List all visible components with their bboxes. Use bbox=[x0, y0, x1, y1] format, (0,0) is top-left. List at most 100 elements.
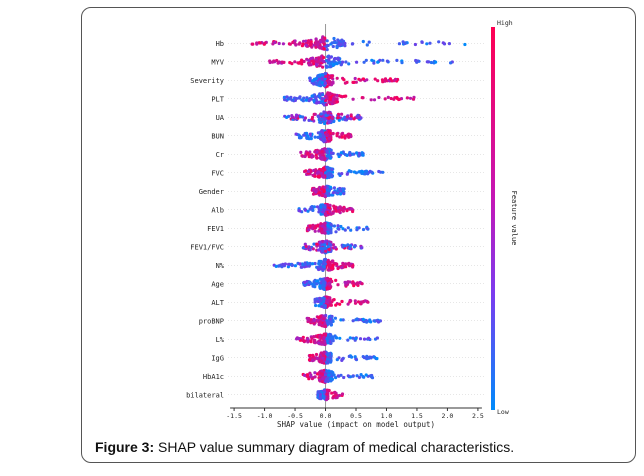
shap-point bbox=[329, 377, 333, 381]
shap-point bbox=[315, 356, 319, 360]
shap-point bbox=[328, 97, 333, 101]
shap-point bbox=[293, 60, 297, 64]
shap-point bbox=[373, 77, 377, 81]
shap-point bbox=[321, 93, 325, 97]
shap-point bbox=[343, 81, 347, 85]
shap-point bbox=[338, 188, 342, 192]
shap-point bbox=[392, 97, 396, 101]
shap-point bbox=[320, 187, 324, 191]
shap-point bbox=[321, 353, 326, 357]
shap-point bbox=[323, 324, 327, 329]
shap-point bbox=[336, 56, 340, 60]
shap-point bbox=[297, 61, 301, 65]
shap-point bbox=[308, 132, 312, 136]
shap-point bbox=[329, 151, 333, 155]
shap-point bbox=[314, 42, 318, 46]
shap-point bbox=[344, 265, 348, 269]
row-guides bbox=[228, 42, 484, 396]
shap-point bbox=[350, 42, 354, 46]
shap-point bbox=[314, 168, 318, 172]
shap-point bbox=[322, 55, 326, 60]
shap-point bbox=[312, 282, 316, 286]
shap-point bbox=[330, 174, 334, 178]
feature-label: Gender bbox=[199, 188, 224, 196]
shap-point bbox=[353, 244, 357, 248]
shap-point bbox=[307, 358, 312, 362]
shap-point bbox=[323, 185, 327, 190]
shap-point bbox=[333, 316, 337, 320]
shap-point bbox=[397, 42, 401, 46]
shap-point bbox=[304, 169, 308, 173]
shap-point bbox=[301, 99, 305, 103]
shap-point bbox=[341, 318, 345, 322]
shap-point bbox=[318, 241, 322, 245]
shap-point bbox=[327, 320, 331, 324]
shap-point bbox=[400, 61, 404, 65]
shap-point bbox=[401, 40, 405, 44]
shap-point bbox=[305, 96, 309, 100]
feature-label: bilateral bbox=[186, 391, 224, 399]
shap-point bbox=[317, 64, 321, 68]
shap-point bbox=[326, 388, 330, 392]
shap-point bbox=[304, 39, 308, 43]
shap-point bbox=[331, 63, 335, 67]
shap-point bbox=[341, 187, 345, 191]
shap-point bbox=[381, 58, 385, 62]
shap-point bbox=[323, 389, 327, 393]
shap-point bbox=[428, 41, 432, 45]
shap-point bbox=[370, 375, 374, 379]
shap-point bbox=[359, 373, 363, 377]
shap-point bbox=[364, 373, 368, 377]
shap-point bbox=[320, 130, 324, 134]
shap-point bbox=[305, 131, 309, 135]
shap-point bbox=[319, 83, 323, 87]
shap-point bbox=[335, 76, 339, 80]
shap-point bbox=[329, 303, 333, 307]
shap-point bbox=[313, 226, 317, 230]
shap-point bbox=[316, 315, 320, 319]
shap-point bbox=[353, 355, 357, 359]
shap-point bbox=[337, 227, 341, 231]
shap-point bbox=[339, 94, 343, 98]
shap-point bbox=[321, 59, 325, 64]
shap-point bbox=[357, 170, 361, 174]
shap-point bbox=[449, 61, 453, 65]
shap-point bbox=[323, 332, 328, 336]
shap-point bbox=[293, 98, 297, 102]
shap-point bbox=[361, 153, 365, 157]
shap-point bbox=[353, 299, 357, 303]
shap-point bbox=[322, 358, 326, 363]
x-axis: -1.5 -1.0 -0.5 0.0 0.5 1.0 1.5 2.0 2.5 bbox=[226, 407, 484, 420]
shap-point bbox=[367, 336, 371, 340]
shap-point bbox=[320, 77, 324, 81]
shap-point bbox=[280, 60, 284, 64]
shap-point bbox=[323, 228, 327, 232]
shap-point bbox=[308, 76, 312, 80]
shap-point bbox=[351, 209, 355, 214]
shap-point bbox=[305, 373, 309, 377]
shap-point bbox=[349, 207, 354, 211]
shap-point bbox=[321, 135, 326, 139]
shap-point bbox=[326, 186, 330, 190]
shap-point bbox=[320, 230, 324, 234]
shap-point bbox=[331, 211, 335, 215]
shap-point bbox=[312, 205, 316, 209]
shap-point bbox=[335, 93, 339, 97]
shap-point bbox=[334, 393, 338, 397]
shap-point bbox=[323, 304, 327, 308]
shap-point bbox=[288, 97, 292, 101]
shap-point bbox=[344, 60, 348, 64]
shap-point bbox=[323, 246, 327, 250]
shap-point bbox=[361, 227, 366, 232]
shap-point bbox=[327, 173, 331, 177]
shap-point bbox=[311, 262, 315, 266]
shap-point bbox=[327, 130, 331, 134]
shap-point bbox=[333, 390, 337, 394]
shap-point bbox=[376, 320, 381, 324]
shap-point bbox=[352, 117, 356, 121]
shap-point bbox=[338, 336, 342, 340]
shap-point bbox=[323, 342, 327, 347]
shap-point bbox=[338, 302, 342, 306]
shap-point bbox=[334, 376, 338, 380]
shap-point bbox=[309, 63, 313, 67]
